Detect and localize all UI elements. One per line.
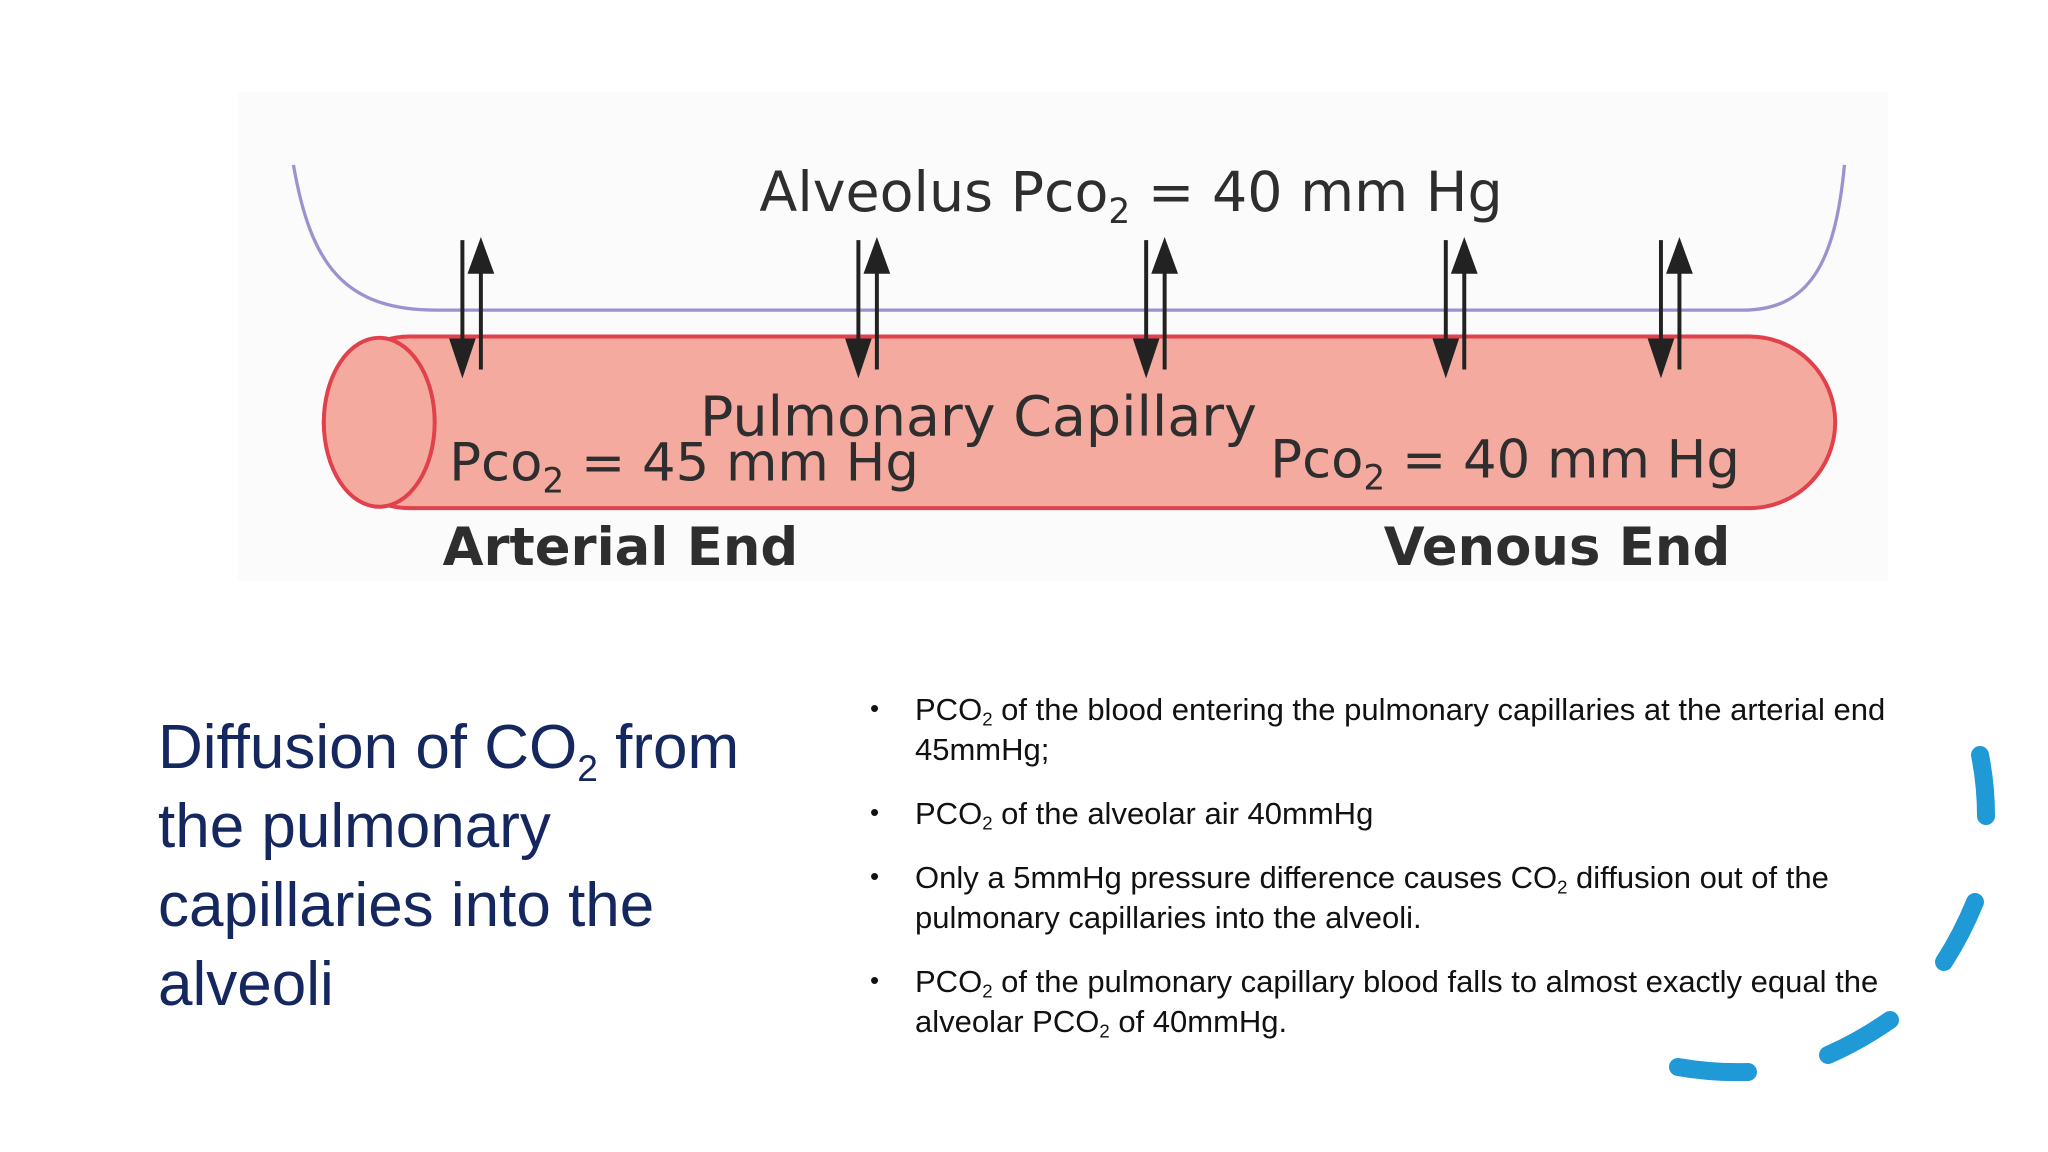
text-run: Pco [449, 432, 542, 493]
venous-end: Venous End [1384, 517, 1730, 578]
subscript: 2 [982, 980, 993, 1002]
capillary-opening [321, 335, 437, 509]
diffusion-arrows [449, 236, 1693, 379]
arrow [845, 240, 872, 379]
arrow [863, 236, 891, 370]
subscript: 2 [1557, 876, 1568, 898]
bullet-list: PCO2 of the blood entering the pulmonary… [870, 688, 1910, 1066]
arrow [1151, 236, 1179, 370]
arrow [467, 236, 495, 370]
text-run: = 45 mm Hg [564, 432, 919, 493]
bullet: Only a 5mmHg pressure difference causes … [870, 856, 1910, 938]
arrow [1132, 240, 1160, 379]
arterial-end: Arterial End [443, 517, 799, 578]
text-run: Pco [1270, 430, 1363, 491]
bullet: PCO2 of the alveolar air 40mmHg [870, 792, 1910, 834]
subscript: 2 [982, 708, 993, 730]
text-run: of the alveolar air 40mmHg [992, 796, 1374, 831]
subscript: 2 [577, 747, 598, 790]
capillary-diagram: Alveolus Pco2 = 40 mm Hg Pulmonary Capil… [238, 92, 1888, 581]
text-run: PCO [915, 796, 983, 831]
bullet: PCO2 of the pulmonary capillary blood fa… [870, 960, 1910, 1042]
subscript: 2 [1363, 459, 1385, 499]
dash [1935, 893, 1984, 971]
subscript: 2 [542, 461, 564, 501]
arrow [1647, 240, 1675, 379]
alveolus-label: Alveolus Pco2 = 40 mm Hg [759, 161, 1502, 232]
text-run: = 40 mm Hg [1385, 430, 1740, 491]
text-run: = 40 mm Hg [1130, 161, 1502, 225]
arterial-pco2: Pco2 = 45 mm Hg [449, 432, 919, 501]
text-run: Only a 5mmHg pressure difference causes … [915, 860, 1558, 895]
dash [1669, 1058, 1757, 1082]
bullet: PCO2 of the blood entering the pulmonary… [870, 688, 1910, 770]
text-run: diffusion out of the pulmonary capillari… [915, 860, 1829, 935]
slide-title: Diffusion of CO2 from the pulmonary capi… [158, 708, 838, 1024]
text-run: of 40mmHg. [1109, 1004, 1288, 1039]
text-run: of the blood entering the pulmonary capi… [915, 692, 1886, 767]
arrow [1450, 236, 1478, 370]
subscript: 2 [1108, 192, 1130, 232]
arrow [1432, 240, 1460, 379]
text-run: Diffusion of CO [158, 713, 578, 782]
capillary-label: Pulmonary Capillary [700, 386, 1257, 450]
text-run: PCO [915, 964, 983, 999]
alveolus-wall [291, 164, 1847, 312]
arrow [1666, 236, 1693, 370]
dash [1971, 746, 1995, 825]
text-run: from the pulmonary capillaries into the … [158, 713, 740, 1019]
subscript: 2 [1099, 1020, 1110, 1042]
text-run: of the pulmonary capillary blood falls t… [915, 964, 1879, 1039]
venous-pco2: Pco2 = 40 mm Hg [1270, 430, 1740, 499]
text-run: PCO [915, 692, 983, 727]
subscript: 2 [982, 812, 993, 834]
text-run: Alveolus Pco [759, 161, 1108, 225]
arrow [449, 240, 476, 379]
